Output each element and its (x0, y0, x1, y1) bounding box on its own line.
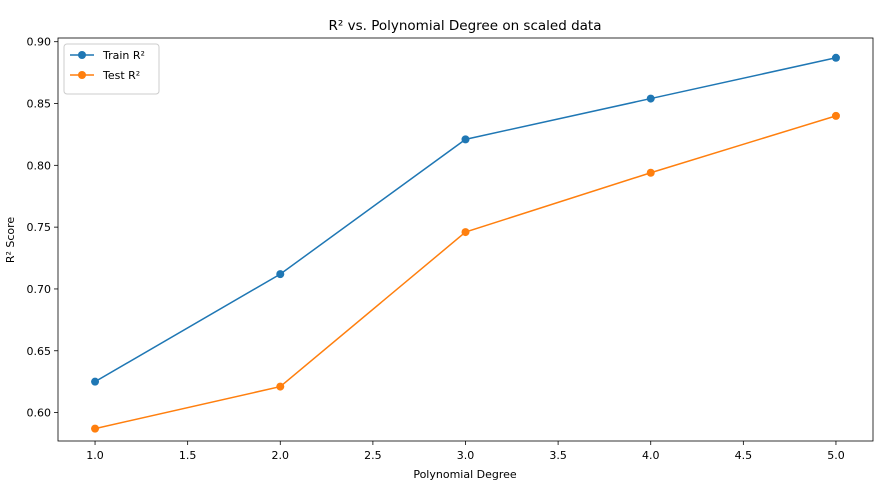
data-point (461, 135, 470, 144)
y-tick-label: 0.80 (27, 159, 52, 172)
y-tick-label: 0.65 (27, 345, 52, 358)
x-tick-label: 1.5 (179, 449, 197, 462)
data-point (461, 228, 470, 237)
legend-label: Train R² (102, 49, 145, 62)
series-line-0 (94, 57, 837, 383)
legend-swatch-marker (78, 51, 86, 59)
y-tick-label: 0.75 (27, 221, 52, 234)
x-tick-label: 4.5 (735, 449, 753, 462)
y-tick-label: 0.90 (27, 36, 52, 49)
x-tick-label: 2.0 (272, 449, 290, 462)
x-tick-label: 1.0 (86, 449, 104, 462)
data-point (646, 94, 655, 103)
x-axis: 1.0 1.5 2.0 2.5 3.0 3.5 4.0 4.5 5.0 (86, 441, 845, 462)
series-line-1 (94, 115, 837, 430)
x-tick-label: 5.0 (827, 449, 845, 462)
data-point (91, 424, 100, 433)
y-tick-label: 0.60 (27, 407, 52, 420)
y-axis: 0.60 0.65 0.70 0.75 0.80 0.85 0.90 (27, 36, 58, 420)
chart-title: R² vs. Polynomial Degree on scaled data (329, 18, 602, 34)
x-tick-label: 4.0 (642, 449, 660, 462)
x-tick-label: 2.5 (364, 449, 382, 462)
legend-frame (63, 43, 160, 95)
x-tick-label: 3.0 (457, 449, 475, 462)
data-point (831, 111, 840, 120)
series-layer (91, 53, 840, 433)
data-point (831, 53, 840, 62)
y-axis-label: R² Score (4, 217, 17, 264)
legend-swatch-marker (78, 71, 86, 79)
plot-frame (57, 37, 874, 442)
legend-label: Test R² (102, 69, 140, 82)
legend: Train R² Test R² (63, 43, 160, 95)
data-point (276, 270, 285, 279)
data-point (646, 168, 655, 177)
x-tick-label: 3.5 (549, 449, 567, 462)
data-point (276, 382, 285, 391)
y-tick-label: 0.70 (27, 283, 52, 296)
data-point (91, 377, 100, 386)
x-axis-label: Polynomial Degree (413, 468, 517, 481)
y-tick-label: 0.85 (27, 98, 52, 111)
